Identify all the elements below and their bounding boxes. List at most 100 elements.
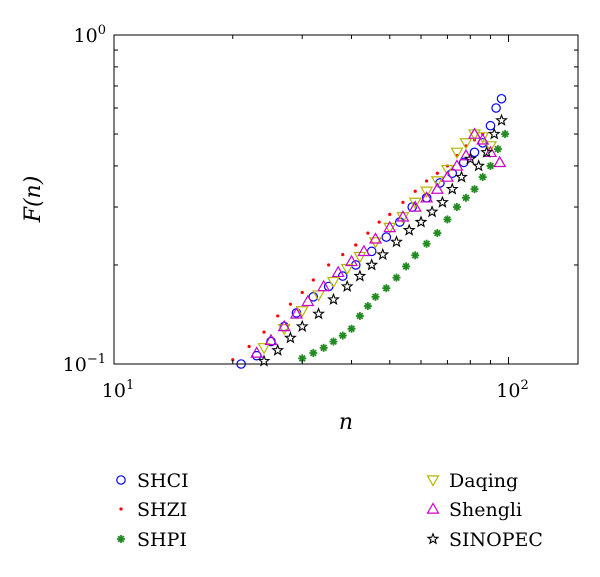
asterisk-stroke: [309, 349, 317, 357]
x-tick-label: 101: [102, 378, 134, 402]
legend-marker: [119, 507, 123, 511]
legend-item: Daqing: [426, 470, 518, 492]
point: [422, 239, 431, 248]
point: [433, 229, 442, 238]
point: [355, 311, 364, 320]
legend-marker: [426, 502, 440, 514]
point: [436, 195, 449, 208]
point: [495, 113, 508, 126]
point: [327, 263, 331, 267]
point: [440, 170, 454, 182]
point: [420, 191, 434, 203]
point: [264, 333, 278, 346]
point: [414, 215, 428, 228]
point: [277, 319, 291, 332]
point: [301, 294, 315, 307]
point: [476, 133, 490, 145]
y-tick-label: 100: [74, 23, 106, 47]
point: [262, 330, 266, 334]
point: [443, 215, 452, 224]
legend-label: SHPI: [137, 529, 187, 551]
point: [371, 292, 380, 301]
point: [425, 179, 429, 183]
asterisk-stroke: [479, 173, 487, 181]
series-shengli: [250, 127, 507, 358]
asterisk-stroke: [356, 312, 364, 320]
point: [480, 145, 494, 158]
point: [469, 147, 480, 158]
data-marks: [231, 93, 510, 369]
asterisk-stroke: [117, 535, 125, 543]
asterisk-stroke: [494, 145, 502, 153]
series-shpi: [298, 130, 510, 363]
asterisk-stroke: [501, 130, 509, 138]
point: [470, 185, 479, 194]
point: [327, 292, 340, 306]
asterisk-stroke: [320, 344, 328, 352]
asterisk-stroke: [348, 325, 355, 333]
point: [353, 269, 367, 282]
point: [388, 212, 392, 216]
point: [317, 279, 331, 292]
legend-item: SHZI: [119, 499, 187, 521]
point: [455, 170, 468, 183]
point: [478, 173, 487, 182]
point: [467, 127, 482, 139]
axes: n F(n) 101 102 10−1 100: [21, 23, 579, 435]
legend-marker: [426, 532, 440, 545]
point: [309, 349, 318, 358]
point: [408, 200, 422, 212]
point: [401, 200, 405, 204]
point: [461, 193, 470, 202]
point: [257, 343, 271, 355]
point: [392, 273, 401, 282]
x-axis-label: n: [339, 410, 353, 435]
asterisk-stroke: [372, 293, 379, 301]
point: [440, 164, 454, 177]
point: [411, 251, 420, 260]
asterisk-stroke: [364, 302, 372, 310]
asterisk-stroke: [443, 215, 451, 223]
legend-item: SHPI: [117, 529, 187, 551]
point: [435, 171, 439, 175]
point: [413, 189, 417, 193]
point: [459, 148, 473, 161]
asterisk-stroke: [330, 338, 337, 346]
point: [501, 130, 510, 139]
point: [363, 302, 372, 311]
point: [450, 147, 464, 160]
point: [319, 343, 328, 352]
point: [383, 222, 397, 235]
point: [430, 182, 444, 194]
y-axis-label: F(n): [21, 176, 46, 224]
legend-item: SHCI: [116, 470, 189, 492]
point: [486, 161, 495, 170]
point: [271, 343, 285, 356]
point: [295, 306, 309, 318]
point: [402, 223, 416, 236]
asterisk-stroke: [382, 284, 390, 292]
point: [396, 212, 410, 224]
series-sinopec: [257, 113, 508, 367]
point: [493, 155, 507, 168]
point: [344, 254, 359, 267]
point: [383, 220, 397, 233]
legend-marker: [426, 475, 440, 487]
point: [283, 331, 297, 344]
x-tick-label: 102: [496, 378, 528, 402]
point: [450, 159, 464, 171]
point: [472, 159, 486, 172]
point: [382, 284, 391, 293]
point: [298, 354, 307, 363]
point: [257, 354, 271, 367]
point: [300, 290, 304, 295]
point: [493, 145, 502, 154]
point: [483, 145, 498, 158]
point: [376, 247, 390, 261]
point: [250, 346, 264, 358]
asterisk-stroke: [393, 274, 400, 282]
point: [467, 129, 482, 141]
point: [311, 278, 315, 282]
legend: SHCI SHZI SHPI Daqing Shengli SINOPEC: [116, 470, 543, 551]
